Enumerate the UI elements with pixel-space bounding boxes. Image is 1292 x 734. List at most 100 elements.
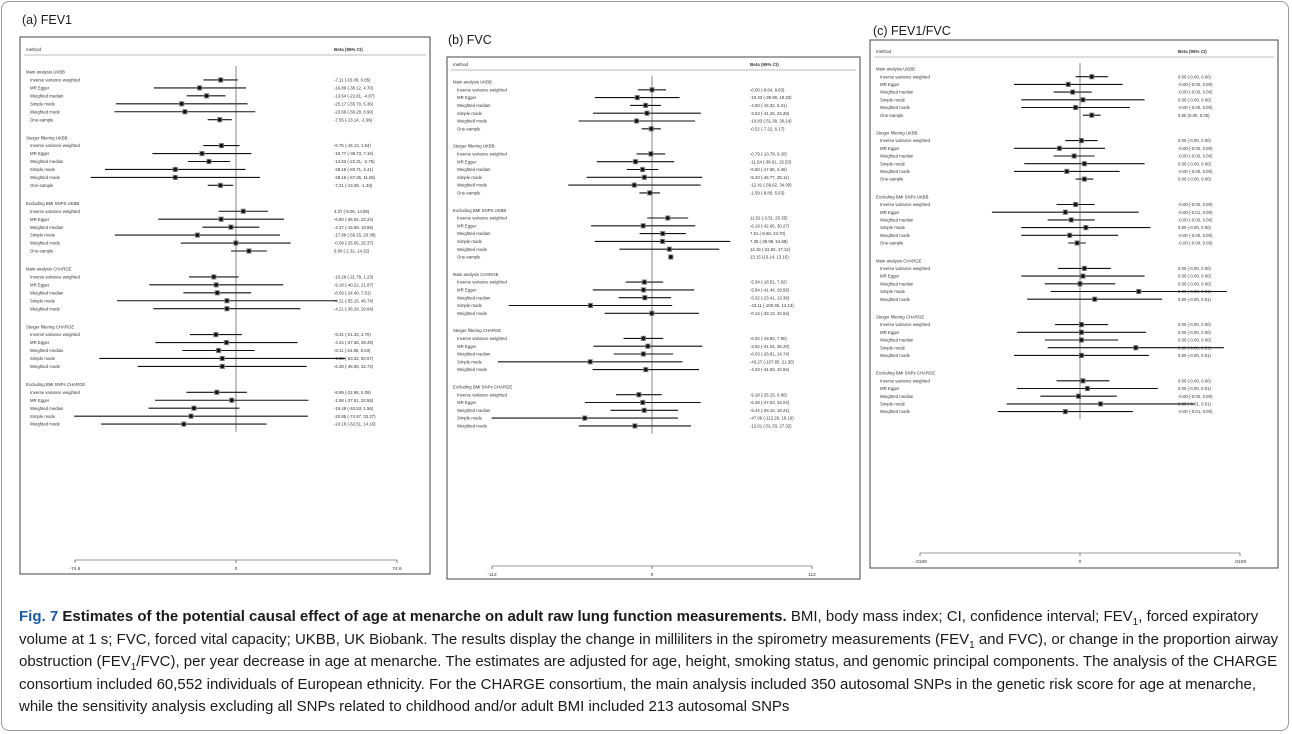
panel-3-row-estimate: -0.00 (-0.00, 0.00) <box>1178 82 1213 87</box>
panel-2-point-estimate <box>634 119 639 123</box>
panel-1-row-method: Weighted mode <box>30 306 61 311</box>
panel-3-point-estimate <box>1076 394 1081 399</box>
panel-3-row-method: Weighted median <box>880 394 914 399</box>
panel-3-point-estimate <box>1073 202 1078 207</box>
panel-3-row-method: Inverse variance weighted <box>880 322 931 327</box>
panel-3-row-estimate: 0.00 (-0.00, 0.00) <box>1178 266 1212 271</box>
panel-3-row-method: Weighted median <box>880 338 914 343</box>
panel-3-point-estimate <box>1064 169 1069 174</box>
panel-1-row-estimate: 3.37 (-8.06, 14.80) <box>334 209 370 214</box>
panel-2-row-method: Simple mode <box>457 303 483 308</box>
panel-1-row-method: Weighted median <box>30 290 64 295</box>
panel-1-row-method: Simple mode <box>30 298 56 303</box>
panel-2-col-method: method <box>453 62 469 67</box>
panel-2-row-estimate: -6.60 (-17.66, 4.46) <box>750 167 787 172</box>
panel-2-point-estimate <box>641 352 646 356</box>
panel-2-row-estimate: 7.51 (-8.68, 23.70) <box>750 231 786 236</box>
panel-3-point-estimate <box>1079 338 1084 342</box>
panel-1-row-estimate: -24.18 (-62.51, 14.16) <box>334 422 376 427</box>
panel-3-row-estimate: 0.00 (-0.00, 0.00) <box>1178 225 1212 230</box>
panel-3-row-method: MR Egger <box>880 146 900 151</box>
panel-1-row-method: Weighted mode <box>30 241 61 246</box>
panel-2-group-label: Main analysis CHARGE <box>453 272 499 277</box>
panel-1-row-estimate: -19.48 (-40.53, 1.56) <box>334 406 374 411</box>
panel-2-row-estimate: -0.00 (-9.84, 9.83) <box>750 87 785 92</box>
panel-2-row-estimate: -6.02 (-19.93, 7.90) <box>750 336 787 341</box>
panel-3-row-method: Weighted median <box>880 281 914 286</box>
panel-3-row-estimate: 0.00 (-0.00, 0.00) <box>1178 378 1212 383</box>
panel-3-point-estimate <box>1066 82 1071 87</box>
panel-3-row-method: Weighted mode <box>880 297 911 302</box>
panel-1-point-estimate <box>204 93 209 98</box>
panel-1-point-estimate <box>189 414 193 419</box>
panel-1-row-method: Inverse variance weighted <box>30 390 81 395</box>
panel-2-row-method: MR Egger <box>457 288 477 293</box>
panel-2-row-estimate: 11.02 (-3.31, 25.35) <box>750 216 788 221</box>
panel-3-row-method: Inverse variance weighted <box>880 266 931 271</box>
panel-3-group-label: Steiger filtering CHARGE <box>876 315 924 320</box>
panel-2-point-estimate <box>660 239 665 244</box>
panel-2-x-tick-label: -112 <box>487 572 497 578</box>
panel-3-point-estimate <box>1063 210 1068 215</box>
panel-2-row-method: Weighted median <box>457 231 491 236</box>
panel-1-row-estimate: -13.64 (-22.81, -4.87) <box>334 93 375 98</box>
panel-1-point-estimate <box>179 101 184 106</box>
panel-2-row-estimate: -10.33 (-39.99, 19.33) <box>750 95 792 100</box>
panel-3-row-estimate: -0.00 (-0.00, 0.00) <box>1178 90 1213 95</box>
panel-1-row-method: Simple mode <box>30 414 56 419</box>
panel-2-row-estimate: -47.06 (-112.28, 18.16) <box>750 416 794 421</box>
panel-3-point-estimate <box>1079 322 1084 327</box>
panel-3-row-method: Inverse variance weighted <box>880 74 931 79</box>
panel-2-point-estimate <box>642 280 647 284</box>
panel-1-row-method: One-sample <box>30 183 54 188</box>
panel-3-point-estimate <box>1081 274 1085 278</box>
panel-3-row-estimate: 0.00 (0.00, 0.00) <box>1178 113 1210 118</box>
panel-3-row-method: Inverse variance weighted <box>880 202 931 207</box>
panel-1-point-estimate <box>215 290 220 295</box>
panel-1-row-method: Simple mode <box>30 101 56 106</box>
panel-3-point-estimate <box>1057 146 1062 151</box>
panel-2-point-estimate <box>641 223 646 228</box>
panel-1-row-estimate: -6.38 (-45.58, 32.74) <box>334 364 374 369</box>
panel-3-row-method: Simple mode <box>880 97 906 102</box>
panel-1-row-estimate: -8.89 (-22.98, 5.09) <box>334 390 371 395</box>
panel-3-point-estimate <box>1133 345 1138 350</box>
panel-3-point-estimate <box>1081 97 1085 102</box>
panel-3-point-estimate <box>1082 161 1087 166</box>
panel-3-group-label: Excluding BMI SNPs UKBB <box>876 194 929 199</box>
panel-2-row-method: Weighted mode <box>457 119 488 124</box>
panel-1-row-estimate: -8.69 (-24.40, 7.01) <box>334 290 371 295</box>
panel-1-point-estimate <box>218 183 223 188</box>
panel-1-row-method: Inverse variance weighted <box>30 332 81 337</box>
panel-2-row-estimate: -6.19 (-42.66, 30.27) <box>750 223 790 228</box>
panel-1-row-method: Simple mode <box>30 233 56 238</box>
panel-3-row-method: Weighted mode <box>880 353 911 358</box>
panel-2-row-estimate: -4.50 (-15.32, 6.31) <box>750 103 787 108</box>
panel-1-row-estimate: -6.38 (-63.32, 50.57) <box>334 356 374 361</box>
panel-2-row-method: MR Egger <box>457 400 477 405</box>
panel-2-row-method: Simple mode <box>457 175 483 180</box>
panel-2-row-estimate: 12.15 (-22.82, 47.12) <box>750 247 791 252</box>
panel-1-row-estimate: -28.15 (-60.71, 4.41) <box>334 167 374 172</box>
panel-2-row-method: Weighted mode <box>457 247 488 252</box>
panel-2-row-method: Weighted median <box>457 408 491 413</box>
panel-1-row-estimate: -4.21 (-38.28, 29.84) <box>334 306 374 311</box>
panel-3-row-method: Simple mode <box>880 402 906 407</box>
panel-1-row-method: Weighted mode <box>30 175 61 180</box>
panel-1-row-method: Weighted median <box>30 93 64 98</box>
panel-1-point-estimate <box>219 217 224 222</box>
panel-3-point-estimate <box>1069 218 1074 222</box>
panel-3-group-label: Steiger filtering UKBB <box>876 131 918 136</box>
panel-3-row-method: Weighted mode <box>880 105 911 110</box>
panel-2-point-estimate <box>642 175 647 180</box>
panel-1-point-estimate <box>173 167 178 172</box>
panel-3-row-method: MR Egger <box>880 82 900 87</box>
panel-2-row-method: Inverse variance weighted <box>457 280 508 285</box>
panel-3-row-estimate: -0.00 (-0.01, 0.00) <box>1178 210 1213 215</box>
panel-2-row-estimate: 13.15 (13.14, 13.16) <box>750 255 789 260</box>
panel-2-row-method: Inverse variance weighted <box>457 392 508 397</box>
panel-1-row-estimate: -0.09 (-25.56, 25.37) <box>334 241 374 246</box>
panel-2-point-estimate <box>643 367 648 372</box>
panel-2-point-estimate <box>633 159 638 164</box>
panel-1-row-estimate: -15.77 (-38.73, 7.16) <box>334 151 374 156</box>
